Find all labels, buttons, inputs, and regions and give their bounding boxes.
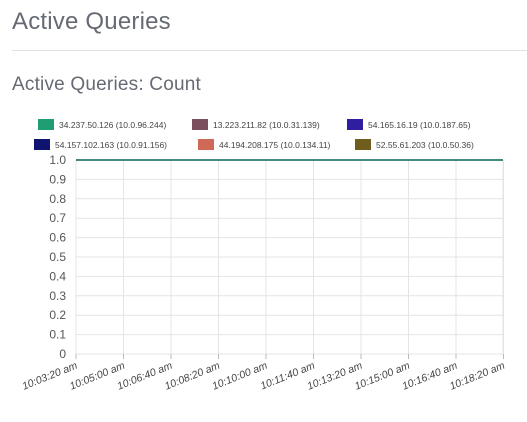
legend-label: 34.237.50.126 (10.0.96.244) bbox=[59, 120, 166, 130]
legend-label: 54.165.16.19 (10.0.187.65) bbox=[368, 120, 471, 130]
y-tick-label: 0.2 bbox=[49, 308, 66, 322]
title-divider bbox=[12, 50, 527, 51]
y-tick-label: 0.4 bbox=[49, 269, 66, 283]
chart-legend[interactable]: 34.237.50.126 (10.0.96.244) 13.223.211.82… bbox=[34, 119, 474, 150]
y-tick-label: 0.1 bbox=[49, 328, 66, 342]
y-tick-label: 1.0 bbox=[49, 153, 66, 167]
y-tick-label: 0.9 bbox=[49, 172, 66, 186]
chart-grid bbox=[75, 159, 504, 355]
legend-swatch bbox=[198, 139, 214, 150]
legend-swatch bbox=[192, 119, 208, 130]
y-tick-label: 0.5 bbox=[49, 250, 66, 264]
legend-item[interactable]: 13.223.211.82 (10.0.31.139) bbox=[192, 119, 320, 130]
section-title: Active Queries: Count bbox=[12, 74, 202, 95]
legend-swatch bbox=[355, 139, 371, 150]
legend-label: 54.157.102.163 (10.0.91.156) bbox=[55, 140, 167, 150]
legend-label: 13.223.211.82 (10.0.31.139) bbox=[213, 120, 320, 130]
legend-swatch bbox=[34, 139, 50, 150]
legend-swatch bbox=[38, 119, 54, 130]
page-title: Active Queries bbox=[12, 8, 171, 35]
y-axis-ticks: 0 0.1 0.2 0.3 0.4 0.5 0.6 0.7 0.8 0.9 1.0 bbox=[49, 153, 66, 361]
legend-item[interactable]: 52.55.61.203 (10.0.50.36) bbox=[355, 139, 474, 150]
y-tick-label: 0.6 bbox=[49, 231, 66, 245]
x-tick-label: 10:18:20 am bbox=[448, 360, 507, 393]
legend-swatch bbox=[347, 119, 363, 130]
legend-label: 44.194.208.175 (10.0.134.11) bbox=[219, 140, 331, 150]
y-tick-label: 0.3 bbox=[49, 289, 66, 303]
y-tick-label: 0 bbox=[59, 347, 66, 361]
legend-label: 52.55.61.203 (10.0.50.36) bbox=[376, 140, 474, 150]
legend-item[interactable]: 34.237.50.126 (10.0.96.244) bbox=[38, 119, 166, 130]
legend-item[interactable]: 54.157.102.163 (10.0.91.156) bbox=[34, 139, 167, 150]
legend-item[interactable]: 44.194.208.175 (10.0.134.11) bbox=[198, 139, 331, 150]
y-tick-label: 0.7 bbox=[49, 211, 66, 225]
legend-item[interactable]: 54.165.16.19 (10.0.187.65) bbox=[347, 119, 471, 130]
y-tick-label: 0.8 bbox=[49, 192, 66, 206]
